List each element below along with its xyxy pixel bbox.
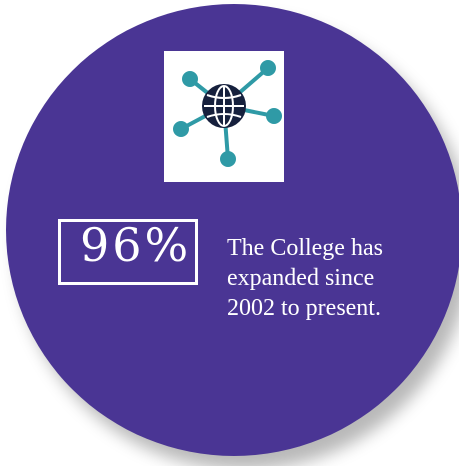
stat-description-line: The College has xyxy=(227,235,383,261)
stat-value: 96% xyxy=(80,218,192,272)
globe xyxy=(202,84,246,128)
stat-description-line: expanded since xyxy=(227,265,375,291)
network-node xyxy=(173,121,189,137)
stat-description: The College has expanded since 2002 to p… xyxy=(227,233,447,323)
stat-frame xyxy=(58,219,198,285)
icon-card xyxy=(164,51,284,182)
network-node xyxy=(260,60,276,76)
network-globe-icon xyxy=(173,60,282,167)
network-node xyxy=(220,151,236,167)
stat-description-line: 2002 to present. xyxy=(227,295,381,321)
network-node xyxy=(182,71,198,87)
network-node xyxy=(266,108,282,124)
